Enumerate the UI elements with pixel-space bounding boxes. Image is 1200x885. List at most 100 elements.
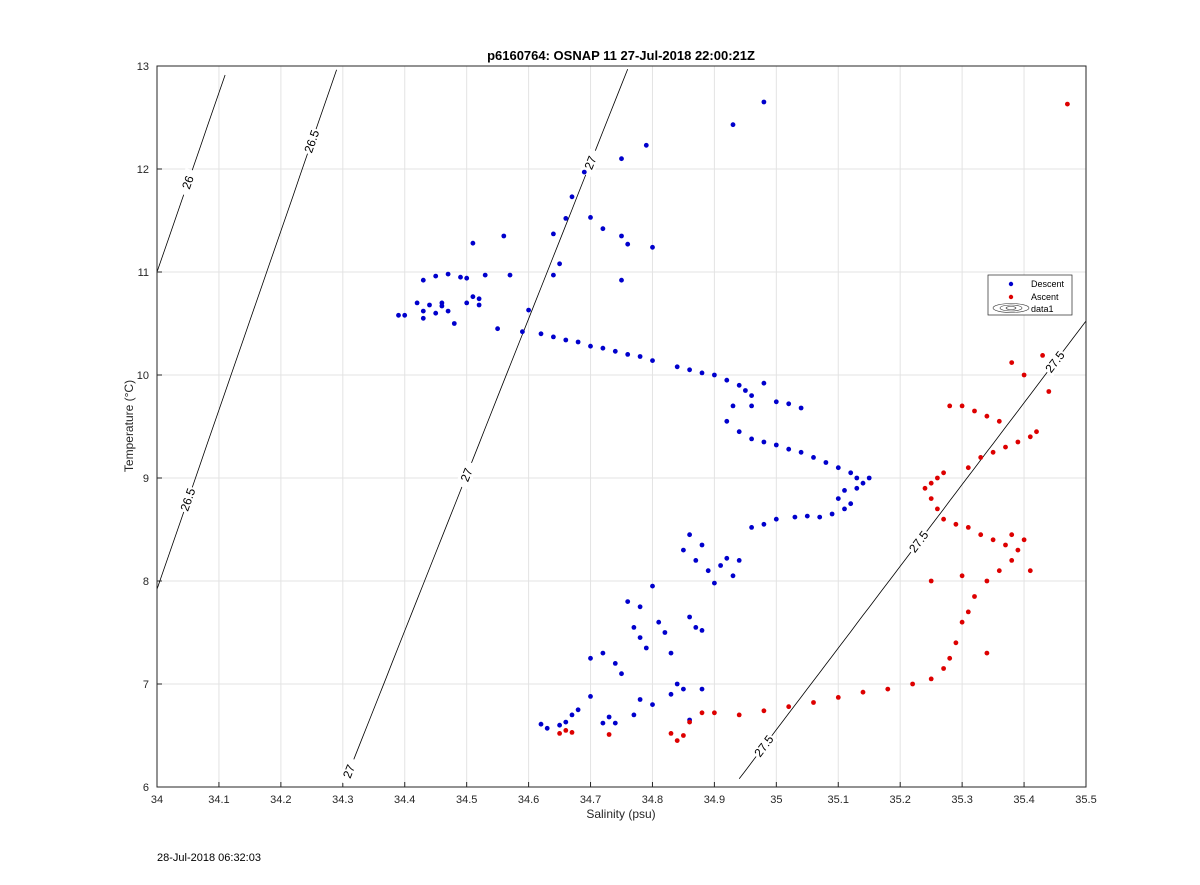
descent-point: [445, 308, 451, 314]
descent-point: [773, 399, 779, 405]
descent-point: [427, 302, 432, 308]
descent-point: [724, 418, 730, 424]
descent-point: [829, 511, 835, 517]
y-tick-label: 13: [137, 61, 149, 73]
y-tick-label: 7: [143, 679, 149, 691]
ascent-point: [1021, 372, 1027, 378]
descent-point: [420, 277, 426, 283]
descent-point: [464, 300, 470, 306]
descent-point: [687, 367, 692, 373]
descent-point: [476, 296, 482, 302]
descent-point: [464, 275, 470, 281]
ascent-point: [1034, 429, 1039, 435]
ascent-point: [959, 573, 965, 579]
x-tick-label: 35: [770, 794, 782, 806]
ascent-point: [1021, 537, 1027, 543]
descent-point: [693, 558, 699, 563]
ascent-point: [1065, 101, 1070, 107]
descent-point: [631, 712, 637, 718]
x-tick-label: 35.3: [951, 794, 972, 806]
descent-point: [619, 277, 624, 283]
legend: Descent Ascent data1: [987, 274, 1073, 316]
ascent-point: [563, 728, 569, 733]
y-tick-label: 9: [143, 473, 149, 485]
descent-point: [569, 712, 575, 718]
descent-point: [848, 470, 854, 476]
descent-point: [600, 345, 606, 351]
ascent-point: [953, 640, 959, 646]
descent-point: [724, 377, 730, 383]
contour-label: 27: [458, 466, 476, 484]
ascent-point: [1015, 547, 1021, 553]
descent-point: [730, 122, 736, 128]
descent-point: [699, 542, 705, 548]
contour-label-bg: [750, 731, 778, 761]
descent-point: [433, 273, 439, 279]
descent-point: [612, 661, 618, 666]
ascent-point: [1003, 444, 1008, 450]
ascent-point: [786, 704, 792, 710]
descent-point: [798, 405, 804, 411]
x-tick-label: 35.2: [889, 794, 910, 806]
ascent-point: [835, 695, 841, 700]
descent-point: [420, 315, 426, 321]
descent-point: [681, 686, 686, 692]
ascent-point: [990, 449, 996, 455]
legend-contour-icon: [992, 303, 1030, 313]
x-tick-label: 34: [151, 794, 163, 806]
ascent-point: [972, 408, 977, 414]
ascent-point: [941, 666, 946, 671]
ascent-point: [972, 594, 977, 599]
x-tick-label: 34.9: [704, 794, 725, 806]
descent-point: [854, 475, 860, 481]
descent-point: [631, 625, 637, 630]
ascent-point: [978, 455, 984, 460]
ascent-point: [699, 710, 705, 716]
contour-label: 27: [582, 154, 600, 172]
x-tick-label: 34.4: [394, 794, 415, 806]
descent-point: [507, 272, 513, 278]
descent-point: [619, 156, 624, 162]
contour-label-bg: [455, 460, 478, 490]
descent-point: [538, 331, 544, 337]
descent-point: [736, 558, 742, 563]
descent-point: [786, 401, 792, 407]
descent-point: [730, 403, 736, 409]
ascent-point: [674, 738, 680, 743]
descent-point: [433, 310, 439, 316]
y-axis-label: Temperature (°C): [122, 380, 136, 472]
y-tick-label: 11: [138, 267, 149, 279]
descent-point: [712, 372, 717, 378]
ascent-point: [928, 480, 934, 486]
ascent-point: [811, 700, 816, 705]
descent-point: [563, 337, 569, 343]
descent-point: [551, 272, 556, 278]
descent-point: [482, 272, 488, 278]
x-tick-label: 34.7: [580, 794, 601, 806]
ascent-point: [668, 731, 674, 736]
descent-point: [761, 521, 767, 527]
ascent-point: [984, 413, 990, 419]
contour-label-bg: [300, 126, 323, 156]
descent-point: [470, 294, 476, 300]
descent-point: [823, 460, 829, 465]
ascent-point: [928, 578, 934, 584]
ascent-point: [1027, 434, 1033, 440]
descent-point: [743, 388, 748, 393]
descent-point: [600, 226, 606, 232]
descent-point: [699, 628, 705, 633]
descent-point: [712, 580, 717, 586]
x-tick-label: 34.6: [518, 794, 539, 806]
ascent-point: [569, 730, 575, 735]
descent-point: [637, 697, 643, 702]
descent-point: [817, 514, 823, 520]
descent-point: [612, 348, 618, 354]
ascent-point: [1009, 558, 1015, 563]
contour-label-bg: [177, 485, 199, 515]
descent-point: [761, 439, 767, 445]
descent-point: [835, 496, 841, 501]
descent-point: [588, 655, 593, 661]
descent-point: [749, 436, 754, 442]
legend-marker-ascent: [1008, 294, 1014, 300]
descent-point: [687, 532, 692, 538]
